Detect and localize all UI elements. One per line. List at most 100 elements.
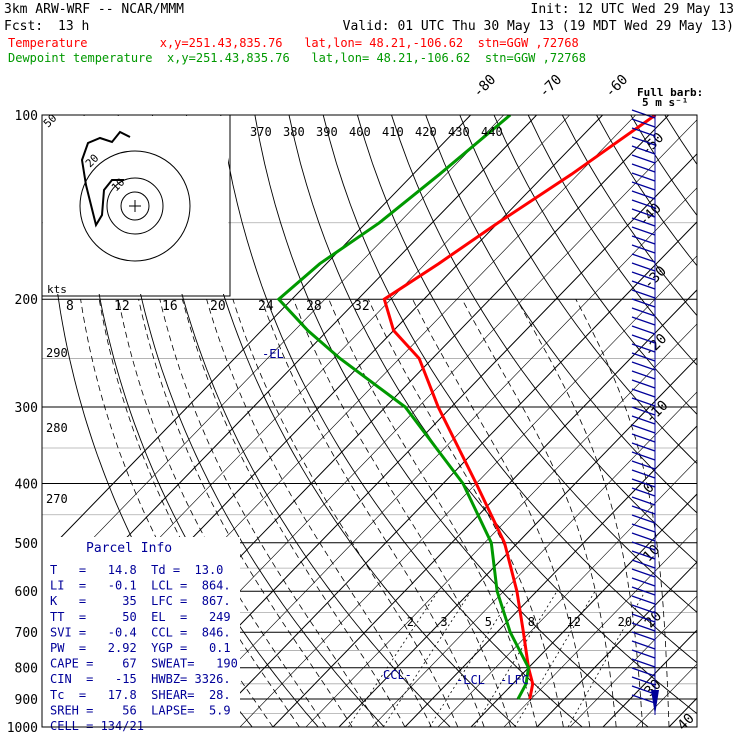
dry-adiabat-line: [596, 115, 697, 267]
wind-barb: [631, 523, 656, 533]
wind-barb: [631, 631, 656, 641]
isotherm-tick-label: -60: [602, 72, 631, 101]
dry-adiabat-line: [459, 115, 697, 465]
hodograph-axis-label: 32: [354, 299, 370, 314]
dry-adiabat-line: [527, 115, 697, 366]
hodograph-ring: [106, 177, 164, 235]
wind-barb: [631, 667, 656, 677]
wind-barb: [631, 352, 656, 362]
pressure-tick-label: 900: [15, 693, 38, 708]
dry-adiabat-line: [254, 115, 649, 727]
mixing-ratio-line: [474, 590, 558, 727]
wind-barb: [631, 235, 656, 245]
pressure-tick-label: 500: [15, 537, 38, 552]
mixing-ratio-line: [567, 591, 646, 727]
surface-wind-marker: [651, 690, 659, 715]
wind-barb: [631, 424, 656, 434]
dry-adiabat-label: 290: [46, 346, 68, 360]
parcel-info-title: Parcel Info: [86, 541, 172, 556]
isotherm-line: [702, 115, 740, 727]
isotherm-tick-label: 10: [640, 542, 663, 565]
mixing-ratio-label: 3: [440, 615, 447, 629]
theta-label: 410: [382, 125, 404, 139]
el-label: -EL: [262, 347, 284, 361]
wind-barb: [631, 334, 656, 344]
wind-barb: [631, 127, 656, 137]
isotherm-line: [206, 221, 697, 727]
wind-barb: [631, 658, 656, 668]
wind-barb: [631, 379, 656, 389]
wind-barb: [631, 244, 656, 254]
mixing-ratio-label: 12: [567, 615, 581, 629]
isotherm-line: [173, 187, 697, 727]
dry-adiabat-line: [288, 115, 697, 715]
theta-label: 400: [349, 125, 371, 139]
parcel-info-row: Tc = 17.8 SHEAR= 28.: [50, 688, 231, 702]
parcel-info-row: PW = 2.92 YGP = 0.1: [50, 641, 231, 655]
mixing-ratio-line: [429, 590, 516, 727]
lcl-label: -LCL: [456, 673, 485, 687]
dry-adiabat-line: [699, 115, 740, 727]
wind-barb: [631, 541, 656, 551]
isotherm-line: [404, 425, 697, 727]
parcel-info-box: [42, 537, 240, 727]
parcel-info-row: SREH = 56 LAPSE= 5.9: [50, 703, 231, 717]
pressure-tick-label: 1000: [7, 721, 38, 736]
plot-frame: [41, 114, 698, 728]
moist-adiabat-line: [159, 299, 379, 727]
theta-label: 370: [250, 125, 272, 139]
dry-adiabat-line: [733, 115, 740, 727]
mixing-ratio-label: 5: [485, 615, 492, 629]
isotherm-line: [503, 527, 697, 727]
hodograph-axis-label: 24: [258, 299, 274, 314]
isotherm-line: [305, 323, 697, 727]
wind-barb: [631, 163, 656, 173]
isotherm-tick-label: -80: [470, 72, 499, 101]
wind-barb: [631, 388, 656, 398]
theta-label: 390: [316, 125, 338, 139]
wind-barb: [631, 685, 656, 695]
pressure-tick-label: 300: [15, 401, 38, 416]
wind-barb: [631, 595, 656, 605]
lfc-label: -LFC: [500, 673, 529, 687]
parcel-info-row: CIN = -15 HWBZ= 3326.: [50, 672, 231, 686]
wind-scale-label: Full barb:: [637, 86, 703, 99]
wind-barb: [631, 370, 656, 380]
wind-barb: [631, 181, 656, 191]
dry-adiabat-line: [322, 115, 697, 664]
moist-adiabat-line: [138, 299, 353, 727]
dry-adiabat-line: [117, 115, 385, 727]
wind-barb: [631, 307, 656, 317]
ccl-label: CCL-: [383, 668, 412, 682]
isotherm-line: [272, 289, 697, 727]
wind-barb: [631, 271, 656, 281]
mixing-ratio-line: [514, 590, 596, 727]
moist-adiabat-line: [461, 299, 617, 727]
dry-adiabat-line: [186, 115, 517, 727]
wind-barb: [631, 550, 656, 560]
theta-label: 380: [283, 125, 305, 139]
wind-barb: [631, 478, 656, 488]
wind-barb: [631, 640, 656, 650]
pressure-tick-label: 700: [15, 626, 38, 641]
isotherm-line: [668, 697, 697, 727]
moist-adiabat-line: [293, 299, 511, 727]
wind-barb: [631, 451, 656, 461]
dewpoint-line: [276, 115, 531, 700]
wind-barb: [631, 361, 656, 371]
mixing-ratio-label: 20: [618, 615, 632, 629]
parcel-info-row: T = 14.8 Td = 13.0: [50, 563, 223, 577]
dry-adiabat-line: [391, 115, 697, 564]
wind-barb: [631, 568, 656, 578]
theta-label: 430: [448, 125, 470, 139]
wind-barb: [631, 676, 656, 686]
wind-barb: [631, 217, 656, 227]
parcel-info-row: CELL = 134/21: [50, 719, 144, 733]
isotherm-line: [338, 357, 697, 727]
wind-barb: [631, 145, 656, 155]
pressure-tick-label: 100: [15, 109, 38, 124]
wind-barb: [631, 280, 656, 290]
init-time: Init: 12 UTC Wed 29 May 13: [530, 2, 735, 17]
wind-barb: [631, 397, 656, 407]
wind-barb: [631, 406, 656, 416]
